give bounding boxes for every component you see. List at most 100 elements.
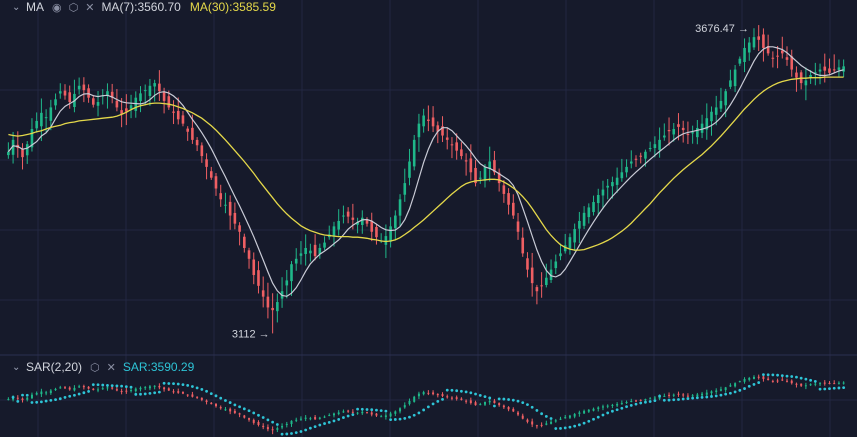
sar-candle-body <box>686 395 689 397</box>
sar-dot <box>162 381 166 385</box>
candle-body <box>389 226 392 242</box>
chevron-down-icon[interactable]: ⌄ <box>12 1 21 13</box>
candle-body <box>738 58 742 64</box>
sar-dot <box>327 420 331 424</box>
candle-body <box>224 204 227 206</box>
close-icon[interactable]: ✕ <box>106 361 116 374</box>
settings-icon[interactable]: ⬡ <box>90 361 100 374</box>
sar-dot <box>209 392 213 396</box>
sar-dot <box>356 407 359 411</box>
sar-dot <box>644 400 647 404</box>
sar-candle-body <box>314 417 317 420</box>
candle-body <box>87 88 90 98</box>
candle-body <box>441 126 444 136</box>
candle-body <box>68 92 72 103</box>
sar-candle-body <box>408 400 411 405</box>
sar-candle-body <box>276 428 279 430</box>
sar-candle-body <box>304 417 307 419</box>
sar-candle-body <box>483 402 486 405</box>
sar-candle-body <box>682 394 685 396</box>
sar-candle-body <box>375 413 378 416</box>
candle-body <box>271 307 274 311</box>
sar-dot <box>757 381 761 384</box>
sar-dot <box>790 375 794 378</box>
sar-dot <box>606 411 610 415</box>
sar-candle-body <box>531 421 534 425</box>
sar-candle-body <box>21 398 24 401</box>
sar-dot <box>445 388 449 392</box>
sar-candle-body <box>635 400 637 402</box>
sar-dot <box>370 408 374 412</box>
candle-body <box>304 247 307 255</box>
sar-dot <box>195 386 199 390</box>
candle-body <box>162 91 166 101</box>
sar-dot <box>497 397 501 401</box>
candle-body <box>629 161 633 164</box>
candle-body <box>705 118 709 130</box>
sar-dot <box>68 394 72 398</box>
sar-candle-body <box>517 412 520 415</box>
sar-candle-body <box>729 385 732 387</box>
sar-dot <box>804 377 808 381</box>
sar-candle-body <box>479 404 482 406</box>
sar-candle-body <box>205 400 208 402</box>
candle-body <box>11 139 15 155</box>
candle-body <box>530 267 534 284</box>
settings-icon[interactable]: ⬡ <box>68 1 79 14</box>
sar-dot <box>101 383 105 387</box>
candle-body <box>285 280 289 286</box>
sar-candle-body <box>45 392 48 394</box>
candle-body <box>143 90 147 92</box>
candle-body <box>129 105 133 109</box>
sar-dot <box>818 387 822 391</box>
sar-dot <box>639 401 643 405</box>
candle-body <box>535 287 539 292</box>
candle-body <box>563 245 567 252</box>
candle-body <box>714 107 718 115</box>
sar-dot <box>266 418 270 422</box>
sar-candle-body <box>134 388 137 392</box>
eye-icon[interactable]: ◉ <box>52 1 62 14</box>
sar-dot <box>611 409 614 413</box>
candle-body <box>195 139 199 146</box>
sar-candle-body <box>757 376 760 378</box>
chevron-down-icon[interactable]: ⌄ <box>12 361 21 373</box>
sar-candle-body <box>771 380 774 382</box>
sar-candle-body <box>49 390 52 394</box>
sar-value: SAR:3590.29 <box>122 360 195 374</box>
sar-candle-body <box>54 388 57 391</box>
sar-dot <box>563 426 567 430</box>
candle-body <box>582 212 586 226</box>
candle-body <box>77 85 81 90</box>
sar-candle-body <box>828 382 831 384</box>
sar-candle-body <box>573 414 576 417</box>
sar-candle-body <box>436 393 439 396</box>
candle-body <box>139 93 142 102</box>
sar-candle-body <box>842 382 845 384</box>
sar-dot <box>441 397 444 401</box>
candle-body <box>96 102 100 106</box>
sar-candle-body <box>554 420 557 422</box>
close-icon[interactable]: ✕ <box>85 1 95 14</box>
candle-body <box>186 128 189 132</box>
sar-dot <box>464 390 468 394</box>
sar-candle-body <box>540 424 543 426</box>
sar-candle-body <box>738 381 741 383</box>
sar-candle-body <box>597 407 600 409</box>
candle-body <box>44 117 48 119</box>
candle-body <box>606 185 609 188</box>
sar-dot <box>360 407 364 411</box>
sar-dot <box>733 390 737 394</box>
sar-candle-body <box>299 418 302 420</box>
candle-body <box>478 177 482 179</box>
sar-dot <box>375 408 378 412</box>
sar-indicator-name: SAR(2,20) <box>26 360 83 374</box>
sar-dot <box>686 397 690 400</box>
sar-dot <box>516 399 520 403</box>
sar-candle-body <box>366 412 369 414</box>
candle-body <box>625 166 628 173</box>
sar-dot <box>710 395 713 398</box>
sar-candle-body <box>97 389 100 391</box>
candle-body <box>488 161 492 169</box>
